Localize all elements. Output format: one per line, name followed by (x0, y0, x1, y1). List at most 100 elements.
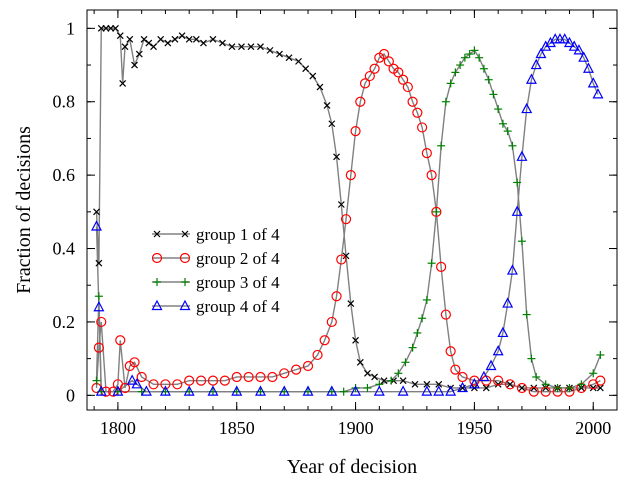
data-point (532, 372, 541, 381)
data-point (513, 178, 522, 187)
data-point (446, 79, 455, 88)
x-tick-label: 1950 (456, 418, 492, 438)
data-point (276, 50, 283, 58)
data-point (417, 122, 428, 133)
data-point (369, 63, 380, 74)
data-point (364, 70, 375, 82)
data-point (468, 378, 480, 389)
data-point (185, 35, 193, 43)
data-point (457, 381, 469, 393)
data-point (92, 376, 101, 385)
data-point (328, 120, 336, 128)
data-point (157, 35, 165, 43)
data-point (266, 46, 274, 54)
data-point (427, 259, 436, 268)
data-point (437, 141, 446, 150)
data-point (140, 385, 152, 396)
data-point (401, 358, 410, 367)
data-point (119, 382, 131, 394)
data-point (517, 237, 526, 246)
data-point (95, 259, 103, 267)
data-point (340, 214, 352, 225)
data-point (178, 32, 186, 40)
data-point (589, 369, 598, 378)
data-point (530, 58, 542, 70)
data-point (295, 57, 302, 65)
data-point (423, 380, 431, 388)
series-line-2 (95, 53, 601, 393)
data-point (179, 299, 191, 311)
data-point (153, 278, 161, 286)
data-point (378, 48, 390, 60)
data-point (563, 36, 575, 48)
data-point (460, 53, 469, 62)
data-point (333, 153, 340, 161)
data-point (498, 119, 507, 128)
data-point (342, 252, 350, 260)
series-line-3 (95, 49, 602, 393)
data-point (433, 385, 445, 396)
data-point (219, 375, 230, 386)
data-point (219, 39, 226, 47)
data-point (578, 51, 590, 62)
data-point (592, 88, 604, 99)
data-point (131, 61, 138, 69)
data-point (247, 43, 255, 51)
data-point (493, 375, 504, 386)
data-point (489, 90, 498, 99)
data-point (582, 62, 594, 73)
data-point (302, 385, 314, 396)
data-point (195, 375, 207, 386)
data-point (465, 50, 474, 59)
data-point (135, 50, 143, 58)
data-point (397, 74, 409, 85)
data-point (412, 107, 423, 118)
data-point (506, 264, 518, 275)
data-point (456, 61, 465, 70)
data-point (350, 385, 362, 396)
data-point (291, 364, 302, 375)
data-point (337, 201, 345, 208)
data-point (243, 371, 254, 383)
data-point (228, 43, 236, 51)
data-point (359, 78, 371, 89)
data-point (482, 384, 490, 392)
data-point (402, 81, 413, 93)
data-point (573, 44, 585, 55)
data-point (484, 75, 493, 84)
data-point (278, 385, 290, 396)
data-point (140, 35, 148, 43)
data-point (577, 380, 586, 389)
data-point (179, 252, 191, 264)
data-point (479, 64, 488, 73)
data-point (207, 385, 219, 396)
data-point (559, 33, 571, 44)
data-point (112, 385, 124, 396)
y-tick-label: 0.4 (53, 239, 76, 259)
data-point (145, 39, 153, 47)
data-point (399, 377, 407, 385)
data-point (478, 370, 490, 382)
series-line-4 (95, 38, 599, 393)
data-point (192, 35, 200, 43)
data-point (457, 371, 468, 383)
series-markers-4 (91, 33, 604, 396)
data-point (93, 208, 100, 216)
data-point (421, 385, 433, 396)
data-point (527, 354, 536, 363)
data-point (323, 101, 331, 109)
data-point (350, 126, 361, 137)
data-point (511, 205, 523, 216)
data-point (126, 35, 134, 43)
data-point (96, 316, 107, 328)
data-point (426, 170, 437, 181)
data-point (494, 105, 503, 114)
data-point (116, 32, 124, 40)
series-layer (91, 24, 606, 397)
legend-label: group 1 of 4 (196, 225, 280, 244)
data-point (119, 79, 127, 87)
data-point (115, 335, 126, 346)
data-point (172, 379, 183, 390)
x-tick-label: 2000 (575, 418, 611, 438)
data-point (94, 292, 103, 301)
